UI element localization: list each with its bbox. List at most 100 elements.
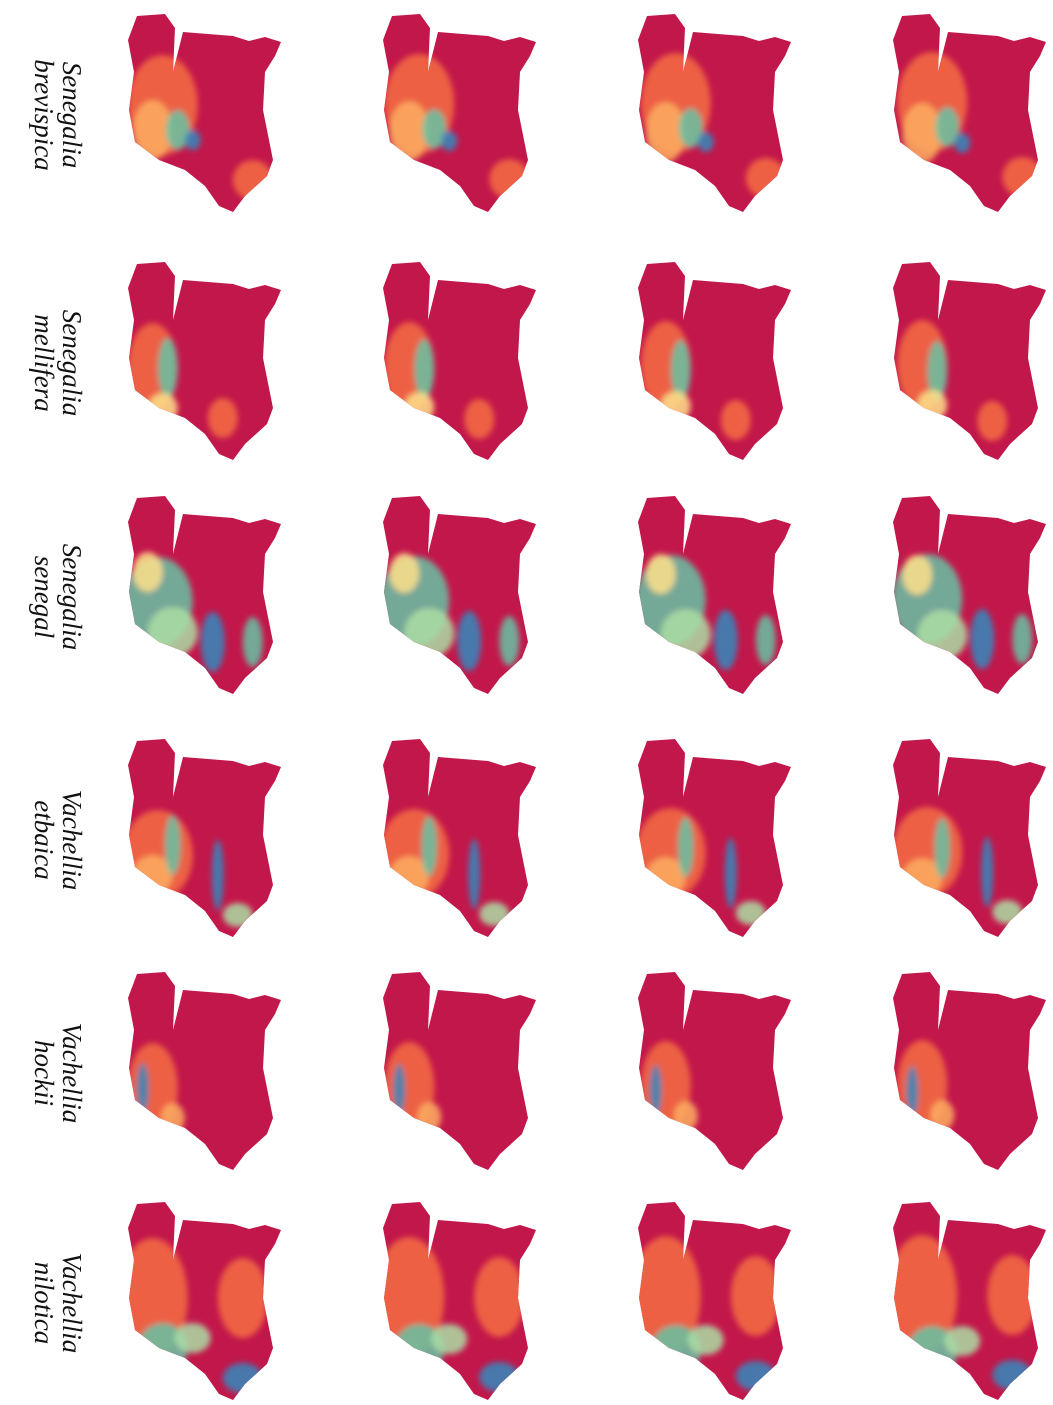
map-fill bbox=[635, 968, 795, 1178]
species-label: Senegaliamellifera bbox=[29, 310, 87, 416]
patch bbox=[133, 552, 163, 592]
patch bbox=[674, 1101, 698, 1131]
map-fill bbox=[380, 258, 540, 468]
map-tile bbox=[379, 735, 540, 945]
genus: Vachellia bbox=[57, 1023, 87, 1123]
patch bbox=[479, 1362, 519, 1392]
patch bbox=[944, 1326, 980, 1356]
map-tile bbox=[118, 1198, 285, 1405]
patch bbox=[208, 398, 238, 438]
patch bbox=[954, 133, 970, 153]
patch bbox=[671, 340, 691, 400]
map-tile bbox=[887, 1198, 1050, 1405]
patch bbox=[201, 612, 225, 672]
patch bbox=[736, 1361, 776, 1391]
patch bbox=[158, 338, 178, 398]
patch bbox=[123, 810, 193, 900]
patch bbox=[1012, 614, 1032, 664]
map-fill bbox=[631, 1198, 795, 1405]
patch bbox=[389, 553, 419, 593]
patch bbox=[479, 902, 509, 926]
patch bbox=[468, 839, 480, 909]
patch bbox=[756, 615, 776, 665]
patch bbox=[489, 159, 529, 199]
map-tile bbox=[380, 258, 540, 468]
map-tile bbox=[890, 492, 1050, 702]
patch bbox=[393, 1064, 405, 1114]
map-tile bbox=[890, 10, 1050, 220]
patch bbox=[746, 158, 786, 198]
genus: Senegalia bbox=[57, 544, 87, 650]
genus: Vachellia bbox=[57, 1253, 87, 1353]
patch bbox=[464, 399, 494, 439]
map-tile bbox=[125, 258, 285, 468]
patch bbox=[404, 392, 434, 422]
map-fill bbox=[635, 258, 795, 468]
patch bbox=[223, 1363, 263, 1393]
patch bbox=[736, 901, 766, 925]
map-tile bbox=[125, 10, 285, 220]
patch bbox=[698, 132, 714, 152]
map-tile bbox=[890, 735, 1050, 945]
patch bbox=[930, 1100, 954, 1130]
map-fill bbox=[374, 1198, 540, 1405]
patch bbox=[185, 130, 201, 150]
patch bbox=[721, 400, 751, 440]
patch bbox=[661, 391, 691, 421]
figure: SenegaliabrevispicaSenegaliamelliferaSen… bbox=[0, 0, 1053, 1405]
map-tile bbox=[635, 968, 795, 1178]
map-fill bbox=[123, 735, 285, 945]
patch bbox=[688, 1325, 724, 1355]
patch bbox=[414, 339, 434, 399]
genus: Senegalia bbox=[57, 310, 87, 416]
patch bbox=[161, 1103, 185, 1133]
patch bbox=[165, 815, 181, 875]
patch bbox=[917, 610, 967, 660]
map-fill bbox=[123, 492, 285, 702]
map-fill bbox=[635, 10, 795, 220]
map-tile bbox=[374, 1198, 540, 1405]
species: mellifera bbox=[29, 314, 59, 411]
patch bbox=[977, 401, 1007, 441]
patch bbox=[1002, 157, 1042, 197]
patch bbox=[175, 1323, 211, 1353]
map-fill bbox=[125, 258, 285, 468]
genus: Senegalia bbox=[57, 62, 87, 168]
patch bbox=[441, 131, 457, 151]
species: etbaica bbox=[29, 800, 59, 879]
species: senegal bbox=[29, 556, 59, 638]
species: nilotica bbox=[29, 1262, 59, 1345]
patch bbox=[474, 1257, 524, 1337]
map-tile bbox=[380, 968, 540, 1178]
map-fill bbox=[380, 10, 540, 220]
map-tile bbox=[125, 968, 285, 1178]
patch bbox=[243, 617, 263, 667]
patch bbox=[906, 1066, 918, 1116]
patch bbox=[987, 1255, 1037, 1335]
map-tile bbox=[890, 968, 1050, 1178]
map-fill bbox=[635, 492, 795, 702]
map-fill bbox=[887, 1198, 1050, 1405]
patch bbox=[223, 903, 253, 927]
patch bbox=[934, 818, 950, 878]
patch bbox=[379, 809, 449, 899]
patch bbox=[731, 1256, 781, 1336]
patch bbox=[981, 837, 993, 907]
patch bbox=[421, 816, 437, 876]
patch bbox=[212, 840, 224, 910]
map-fill bbox=[379, 735, 540, 945]
patch bbox=[233, 160, 273, 200]
patch bbox=[646, 554, 676, 594]
map-tile bbox=[635, 10, 795, 220]
patch bbox=[137, 1063, 149, 1113]
patch bbox=[661, 609, 711, 659]
patch bbox=[714, 610, 738, 670]
patch bbox=[650, 1065, 662, 1115]
map-fill bbox=[890, 258, 1050, 468]
patch bbox=[992, 1360, 1032, 1390]
map-fill bbox=[890, 492, 1050, 702]
